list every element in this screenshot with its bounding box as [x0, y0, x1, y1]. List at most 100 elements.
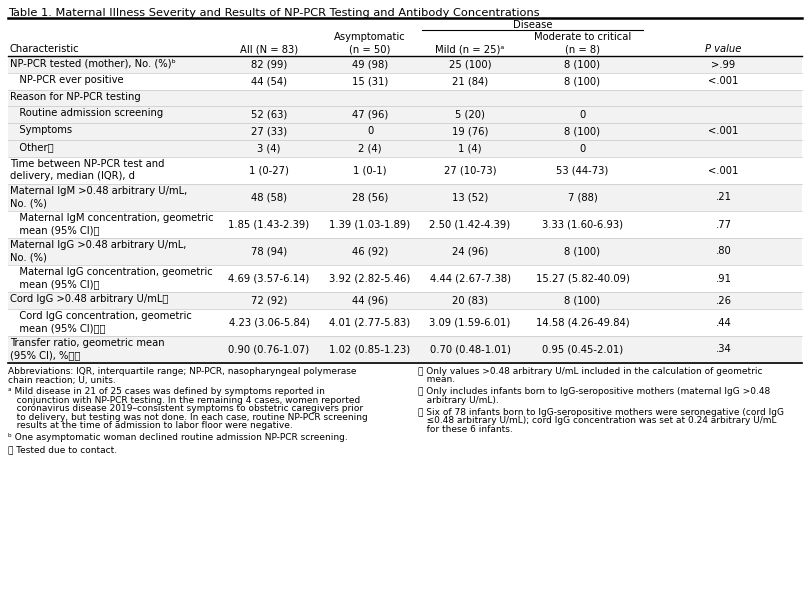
Text: .77: .77: [715, 219, 731, 230]
Text: 44 (96): 44 (96): [352, 296, 388, 306]
Text: 1 (4): 1 (4): [458, 144, 482, 153]
Text: Reason for NP-PCR testing: Reason for NP-PCR testing: [10, 92, 141, 102]
Text: 7 (88): 7 (88): [568, 192, 597, 203]
Text: 52 (63): 52 (63): [251, 110, 287, 120]
Text: 20 (83): 20 (83): [452, 296, 488, 306]
Text: results at the time of admission to labor floor were negative.: results at the time of admission to labo…: [8, 421, 292, 431]
Text: 8 (100): 8 (100): [565, 246, 600, 256]
Text: chain reaction; U, units.: chain reaction; U, units.: [8, 376, 116, 384]
Text: 72 (92): 72 (92): [251, 296, 288, 306]
Text: 4.44 (2.67-7.38): 4.44 (2.67-7.38): [429, 274, 510, 283]
Text: arbitrary U/mL).: arbitrary U/mL).: [418, 396, 499, 405]
Text: 82 (99): 82 (99): [251, 60, 287, 70]
Text: 15.27 (5.82-40.09): 15.27 (5.82-40.09): [535, 274, 629, 283]
Text: 8 (100): 8 (100): [565, 60, 600, 70]
Text: 4.69 (3.57-6.14): 4.69 (3.57-6.14): [228, 274, 309, 283]
Text: 49 (98): 49 (98): [352, 60, 388, 70]
Text: 1.39 (1.03-1.89): 1.39 (1.03-1.89): [330, 219, 411, 230]
Text: Table 1. Maternal Illness Severity and Results of NP-PCR Testing and Antibody Co: Table 1. Maternal Illness Severity and R…: [8, 8, 539, 18]
Text: 48 (58): 48 (58): [251, 192, 287, 203]
Text: .91: .91: [715, 274, 731, 283]
Text: 2.50 (1.42-4.39): 2.50 (1.42-4.39): [429, 219, 510, 230]
Text: Routine admission screening: Routine admission screening: [10, 108, 164, 118]
Text: All (N = 83): All (N = 83): [240, 44, 298, 54]
Text: 78 (94): 78 (94): [251, 246, 287, 256]
Text: 4.01 (2.77-5.83): 4.01 (2.77-5.83): [330, 317, 411, 328]
Text: ᵃ Mild disease in 21 of 25 cases was defined by symptoms reported in: ᵃ Mild disease in 21 of 25 cases was def…: [8, 387, 325, 397]
Text: Cord IgG >0.48 arbitrary U/mLၥ: Cord IgG >0.48 arbitrary U/mLၥ: [10, 294, 168, 304]
Text: 0.70 (0.48-1.01): 0.70 (0.48-1.01): [429, 344, 510, 354]
Text: 44 (54): 44 (54): [251, 76, 287, 86]
Text: 0: 0: [579, 110, 586, 120]
Bar: [8, 184, 802, 211]
Text: 46 (92): 46 (92): [352, 246, 388, 256]
Bar: [8, 238, 802, 265]
Text: Transfer ratio, geometric mean
(95% CI), %ၥၦ: Transfer ratio, geometric mean (95% CI),…: [10, 338, 164, 360]
Text: NP-PCR ever positive: NP-PCR ever positive: [10, 75, 124, 85]
Text: 1 (0-1): 1 (0-1): [353, 166, 386, 176]
Text: 47 (96): 47 (96): [352, 110, 388, 120]
Text: 0.95 (0.45-2.01): 0.95 (0.45-2.01): [542, 344, 623, 354]
Text: ၦ Six of 78 infants born to IgG-seropositive mothers were seronegative (cord IgG: ၦ Six of 78 infants born to IgG-seroposi…: [418, 408, 784, 417]
Text: 2 (4): 2 (4): [358, 144, 382, 153]
Text: Otherၣ: Otherၣ: [10, 142, 53, 152]
Text: Maternal IgM >0.48 arbitrary U/mL,
No. (%): Maternal IgM >0.48 arbitrary U/mL, No. (…: [10, 186, 187, 208]
Text: mean.: mean.: [418, 376, 455, 384]
Text: coronavirus disease 2019–consistent symptoms to obstetric caregivers prior: coronavirus disease 2019–consistent symp…: [8, 404, 363, 413]
Text: Time between NP-PCR test and
delivery, median (IQR), d: Time between NP-PCR test and delivery, m…: [10, 159, 164, 181]
Text: 8 (100): 8 (100): [565, 76, 600, 86]
Text: 25 (100): 25 (100): [449, 60, 491, 70]
Text: ᵇ One asymptomatic woman declined routine admission NP-PCR screening.: ᵇ One asymptomatic woman declined routin…: [8, 433, 347, 442]
Text: ၣ Tested due to contact.: ၣ Tested due to contact.: [8, 445, 117, 454]
Text: 53 (44-73): 53 (44-73): [556, 166, 608, 176]
Text: 1.85 (1.43-2.39): 1.85 (1.43-2.39): [228, 219, 309, 230]
Text: 21 (84): 21 (84): [452, 76, 488, 86]
Text: .34: .34: [715, 344, 731, 354]
Text: Characteristic: Characteristic: [10, 44, 79, 54]
Text: ≤0.48 arbitrary U/mL); cord IgG concentration was set at 0.24 arbitrary U/mL: ≤0.48 arbitrary U/mL); cord IgG concentr…: [418, 416, 777, 425]
Text: <.001: <.001: [708, 166, 739, 176]
Text: Disease: Disease: [513, 20, 552, 30]
Bar: [8, 56, 802, 73]
Text: 3.33 (1.60-6.93): 3.33 (1.60-6.93): [542, 219, 623, 230]
Text: Moderate to critical
(n = 8): Moderate to critical (n = 8): [534, 31, 631, 54]
Bar: [8, 90, 802, 106]
Text: 27 (33): 27 (33): [251, 126, 287, 137]
Text: 0.90 (0.76-1.07): 0.90 (0.76-1.07): [228, 344, 309, 354]
Text: 8 (100): 8 (100): [565, 296, 600, 306]
Text: 15 (31): 15 (31): [352, 76, 388, 86]
Text: 3 (4): 3 (4): [258, 144, 281, 153]
Text: 24 (96): 24 (96): [452, 246, 488, 256]
Text: Mild (n = 25)ᵃ: Mild (n = 25)ᵃ: [435, 44, 505, 54]
Text: Maternal IgG concentration, geometric
   mean (95% CI)ၤ: Maternal IgG concentration, geometric me…: [10, 267, 213, 290]
Bar: [8, 292, 802, 309]
Text: ၤ Only values >0.48 arbitrary U/mL included in the calculation of geometric: ၤ Only values >0.48 arbitrary U/mL inclu…: [418, 367, 762, 376]
Text: 19 (76): 19 (76): [452, 126, 488, 137]
Text: 0: 0: [367, 126, 373, 137]
Text: 0: 0: [579, 144, 586, 153]
Text: 8 (100): 8 (100): [565, 126, 600, 137]
Text: 14.58 (4.26-49.84): 14.58 (4.26-49.84): [535, 317, 629, 328]
Bar: [8, 123, 802, 140]
Text: P value: P value: [706, 44, 742, 54]
Text: .21: .21: [715, 192, 731, 203]
Text: 28 (56): 28 (56): [352, 192, 388, 203]
Text: 3.09 (1.59-6.01): 3.09 (1.59-6.01): [429, 317, 510, 328]
Text: 4.23 (3.06-5.84): 4.23 (3.06-5.84): [228, 317, 309, 328]
Text: for these 6 infants.: for these 6 infants.: [418, 425, 513, 434]
Bar: [8, 336, 802, 363]
Text: 27 (10-73): 27 (10-73): [444, 166, 497, 176]
Text: conjunction with NP-PCR testing. In the remaining 4 cases, women reported: conjunction with NP-PCR testing. In the …: [8, 396, 360, 405]
Text: Asymptomatic
(n = 50): Asymptomatic (n = 50): [334, 31, 406, 54]
Text: .80: .80: [715, 246, 731, 256]
Text: 1 (0-27): 1 (0-27): [249, 166, 289, 176]
Text: Abbreviations: IQR, interquartile range; NP-PCR, nasopharyngeal polymerase: Abbreviations: IQR, interquartile range;…: [8, 367, 356, 376]
Text: 3.92 (2.82-5.46): 3.92 (2.82-5.46): [330, 274, 411, 283]
Text: <.001: <.001: [708, 76, 739, 86]
Text: .26: .26: [715, 296, 731, 306]
Text: >.99: >.99: [711, 60, 735, 70]
Text: Maternal IgM concentration, geometric
   mean (95% CI)ၤ: Maternal IgM concentration, geometric me…: [10, 213, 214, 235]
Text: 1.02 (0.85-1.23): 1.02 (0.85-1.23): [330, 344, 411, 354]
Text: <.001: <.001: [708, 126, 739, 137]
Text: 5 (20): 5 (20): [455, 110, 485, 120]
